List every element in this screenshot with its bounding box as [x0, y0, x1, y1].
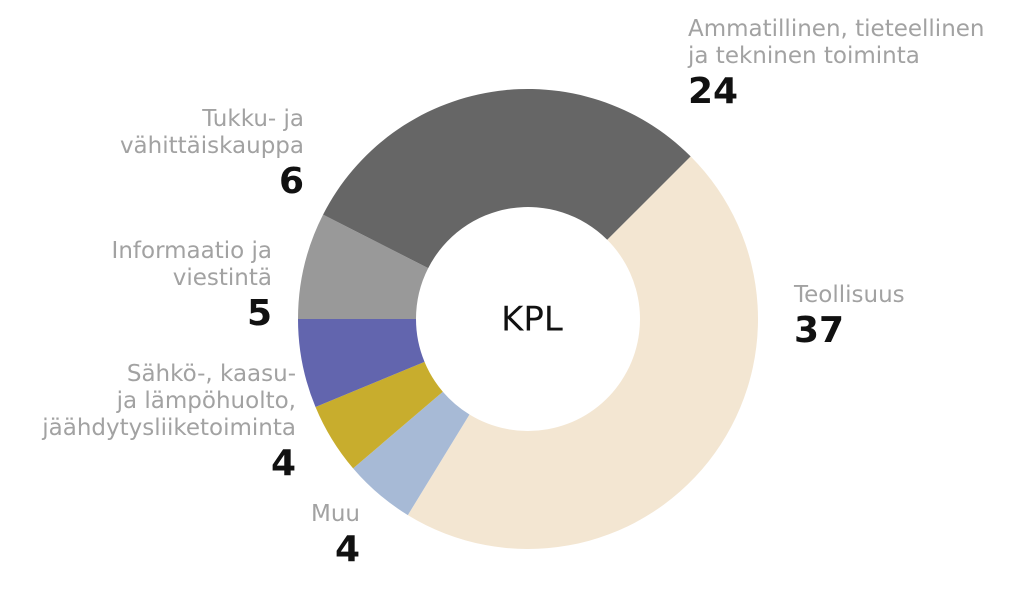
donut-slice-0 [407, 156, 759, 550]
slice-value: 24 [688, 71, 738, 112]
donut-slice-2 [315, 361, 443, 469]
slice-label: vähittäiskauppa [120, 133, 304, 159]
slice-label: viestintä [173, 265, 272, 291]
slice-label: jäähdytysliiketoiminta [41, 415, 296, 441]
donut-slice-4 [298, 214, 429, 319]
donut-slices [298, 88, 759, 550]
center-label: KPL [501, 300, 563, 340]
slice-value: 6 [279, 161, 304, 202]
slice-label: ja tekninen toiminta [687, 43, 920, 69]
slice-label: ja lämpöhuolto, [116, 388, 296, 414]
slice-label: Informaatio ja [112, 238, 272, 264]
slice-label: Sähkö-, kaasu- [127, 361, 296, 387]
slice-value: 4 [271, 443, 296, 484]
slice-label: Teollisuus [793, 282, 905, 308]
slice-value: 37 [794, 310, 844, 351]
slice-label: Ammatillinen, tieteellinen [688, 16, 985, 42]
slice-label: Muu [311, 501, 360, 527]
donut-slice-5 [323, 88, 691, 269]
slice-value: 4 [335, 529, 360, 570]
slice-label: Tukku- ja [201, 106, 304, 132]
slice-value: 5 [247, 293, 272, 334]
slice-label-group-2: Sähkö-, kaasu-ja lämpöhuolto,jäähdytysli… [41, 361, 296, 484]
donut-slice-3 [298, 319, 425, 408]
donut-slice-1 [353, 391, 470, 516]
